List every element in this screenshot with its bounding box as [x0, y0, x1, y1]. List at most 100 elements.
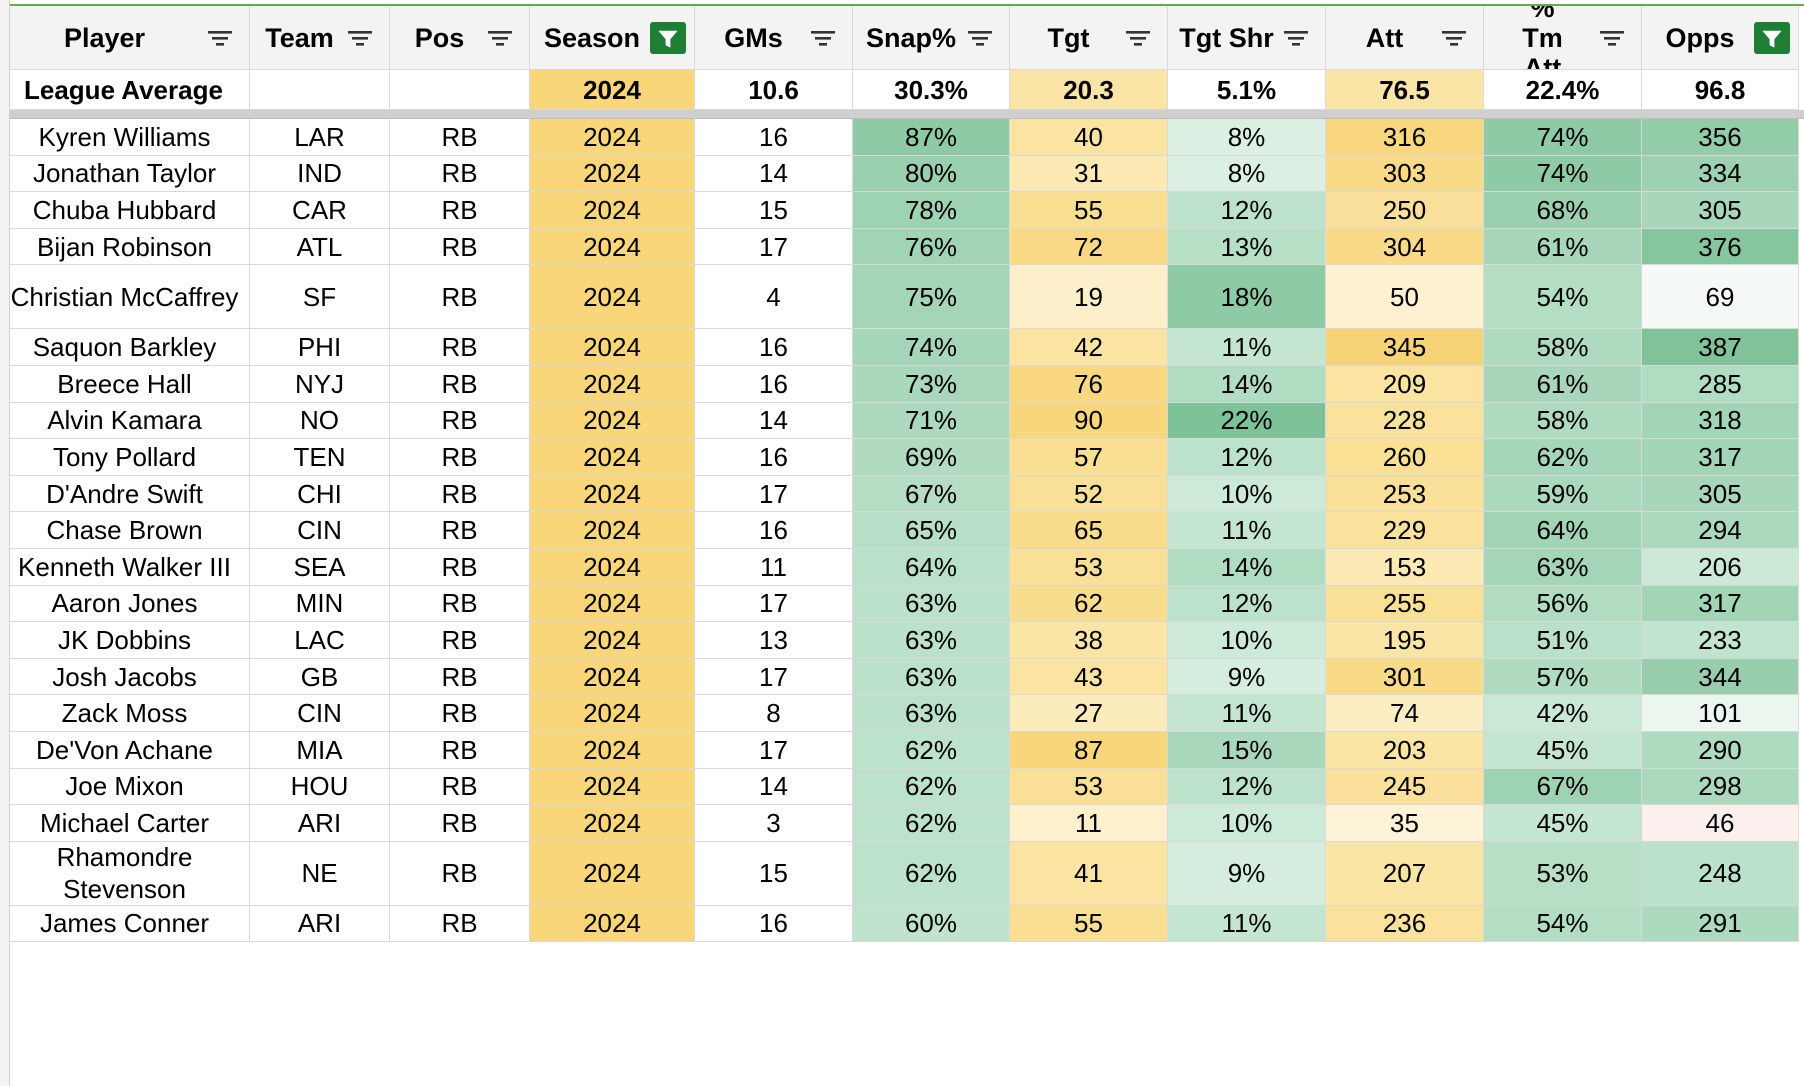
cell-season[interactable]: 2024	[530, 512, 695, 549]
column-header-snap[interactable]: Snap%	[853, 6, 1010, 70]
cell-pos[interactable]: RB	[390, 402, 530, 440]
league-average-season[interactable]: 2024	[530, 70, 695, 110]
cell-tgt[interactable]: 19	[1010, 265, 1168, 330]
cell-team[interactable]: SEA	[250, 548, 390, 586]
league-average-pos[interactable]	[390, 70, 530, 110]
cell-pos[interactable]: RB	[390, 768, 530, 806]
cell-att[interactable]: 228	[1326, 402, 1484, 440]
filter-icon[interactable]	[1597, 26, 1627, 50]
filter-icon[interactable]	[1281, 26, 1311, 50]
cell-gms[interactable]: 17	[695, 731, 853, 769]
column-header-season[interactable]: Season	[530, 6, 695, 70]
cell-team[interactable]: CIN	[250, 512, 390, 549]
cell-tgt[interactable]: 41	[1010, 841, 1168, 906]
cell-gms[interactable]: 17	[695, 475, 853, 513]
cell-tgt-shr[interactable]: 8%	[1168, 119, 1326, 156]
cell-gms[interactable]: 16	[695, 329, 853, 366]
cell-player[interactable]: Joe Mixon	[0, 768, 250, 806]
cell-team[interactable]: CHI	[250, 475, 390, 513]
cell-pos[interactable]: RB	[390, 548, 530, 586]
cell-team[interactable]: SF	[250, 265, 390, 330]
cell-snap[interactable]: 78%	[853, 192, 1010, 229]
league-average-tm-att[interactable]: 22.4%	[1484, 70, 1642, 110]
filter-icon[interactable]	[1439, 26, 1469, 50]
cell-team[interactable]: LAR	[250, 119, 390, 156]
cell-tm-att[interactable]: 53%	[1484, 841, 1642, 906]
cell-att[interactable]: 304	[1326, 228, 1484, 266]
cell-gms[interactable]: 15	[695, 841, 853, 906]
cell-tgt[interactable]: 87	[1010, 731, 1168, 769]
league-average-tgt[interactable]: 20.3	[1010, 70, 1168, 110]
cell-tgt[interactable]: 57	[1010, 439, 1168, 476]
cell-player[interactable]: JK Dobbins	[0, 622, 250, 659]
cell-att[interactable]: 253	[1326, 475, 1484, 513]
cell-att[interactable]: 195	[1326, 622, 1484, 659]
cell-tm-att[interactable]: 74%	[1484, 155, 1642, 193]
column-header-opps[interactable]: Opps	[1642, 6, 1799, 70]
cell-tm-att[interactable]: 45%	[1484, 731, 1642, 769]
cell-season[interactable]: 2024	[530, 265, 695, 330]
cell-tm-att[interactable]: 61%	[1484, 228, 1642, 266]
cell-snap[interactable]: 65%	[853, 512, 1010, 549]
cell-att[interactable]: 203	[1326, 731, 1484, 769]
cell-tgt-shr[interactable]: 13%	[1168, 228, 1326, 266]
cell-tgt-shr[interactable]: 10%	[1168, 622, 1326, 659]
cell-snap[interactable]: 62%	[853, 805, 1010, 842]
cell-pos[interactable]: RB	[390, 119, 530, 156]
cell-att[interactable]: 316	[1326, 119, 1484, 156]
cell-snap[interactable]: 74%	[853, 329, 1010, 366]
cell-pos[interactable]: RB	[390, 658, 530, 696]
cell-player[interactable]: Bijan Robinson	[0, 228, 250, 266]
cell-tgt[interactable]: 55	[1010, 192, 1168, 229]
cell-team[interactable]: TEN	[250, 439, 390, 476]
cell-pos[interactable]: RB	[390, 585, 530, 623]
cell-tgt[interactable]: 62	[1010, 585, 1168, 623]
cell-tgt[interactable]: 43	[1010, 658, 1168, 696]
cell-snap[interactable]: 64%	[853, 548, 1010, 586]
cell-snap[interactable]: 69%	[853, 439, 1010, 476]
cell-opps[interactable]: 305	[1642, 192, 1799, 229]
cell-tgt-shr[interactable]: 9%	[1168, 841, 1326, 906]
cell-snap[interactable]: 67%	[853, 475, 1010, 513]
cell-opps[interactable]: 344	[1642, 658, 1799, 696]
cell-gms[interactable]: 14	[695, 402, 853, 440]
cell-player[interactable]: James Conner	[0, 905, 250, 943]
league-average-att[interactable]: 76.5	[1326, 70, 1484, 110]
cell-team[interactable]: NE	[250, 841, 390, 906]
cell-tgt[interactable]: 52	[1010, 475, 1168, 513]
cell-gms[interactable]: 8	[695, 695, 853, 732]
cell-gms[interactable]: 16	[695, 365, 853, 403]
cell-att[interactable]: 209	[1326, 365, 1484, 403]
cell-tgt[interactable]: 53	[1010, 768, 1168, 806]
cell-team[interactable]: ARI	[250, 905, 390, 943]
filter-icon[interactable]	[1123, 26, 1153, 50]
cell-att[interactable]: 229	[1326, 512, 1484, 549]
cell-pos[interactable]: RB	[390, 905, 530, 943]
cell-opps[interactable]: 298	[1642, 768, 1799, 806]
cell-tgt-shr[interactable]: 10%	[1168, 475, 1326, 513]
filter-icon[interactable]	[345, 26, 375, 50]
cell-snap[interactable]: 63%	[853, 622, 1010, 659]
cell-team[interactable]: ATL	[250, 228, 390, 266]
cell-opps[interactable]: 233	[1642, 622, 1799, 659]
league-average-label[interactable]: League Average	[0, 70, 250, 110]
cell-gms[interactable]: 15	[695, 192, 853, 229]
cell-opps[interactable]: 317	[1642, 585, 1799, 623]
cell-tm-att[interactable]: 56%	[1484, 585, 1642, 623]
cell-opps[interactable]: 69	[1642, 265, 1799, 330]
cell-opps[interactable]: 290	[1642, 731, 1799, 769]
cell-tgt-shr[interactable]: 8%	[1168, 155, 1326, 193]
cell-player[interactable]: Josh Jacobs	[0, 658, 250, 696]
cell-player[interactable]: Saquon Barkley	[0, 329, 250, 366]
cell-tgt[interactable]: 90	[1010, 402, 1168, 440]
cell-snap[interactable]: 62%	[853, 731, 1010, 769]
column-header-player[interactable]: Player	[0, 6, 250, 70]
cell-tm-att[interactable]: 67%	[1484, 768, 1642, 806]
cell-player[interactable]: D'Andre Swift	[0, 475, 250, 513]
cell-tgt-shr[interactable]: 11%	[1168, 905, 1326, 943]
cell-gms[interactable]: 3	[695, 805, 853, 842]
cell-season[interactable]: 2024	[530, 329, 695, 366]
cell-att[interactable]: 153	[1326, 548, 1484, 586]
cell-tgt-shr[interactable]: 10%	[1168, 805, 1326, 842]
cell-att[interactable]: 245	[1326, 768, 1484, 806]
